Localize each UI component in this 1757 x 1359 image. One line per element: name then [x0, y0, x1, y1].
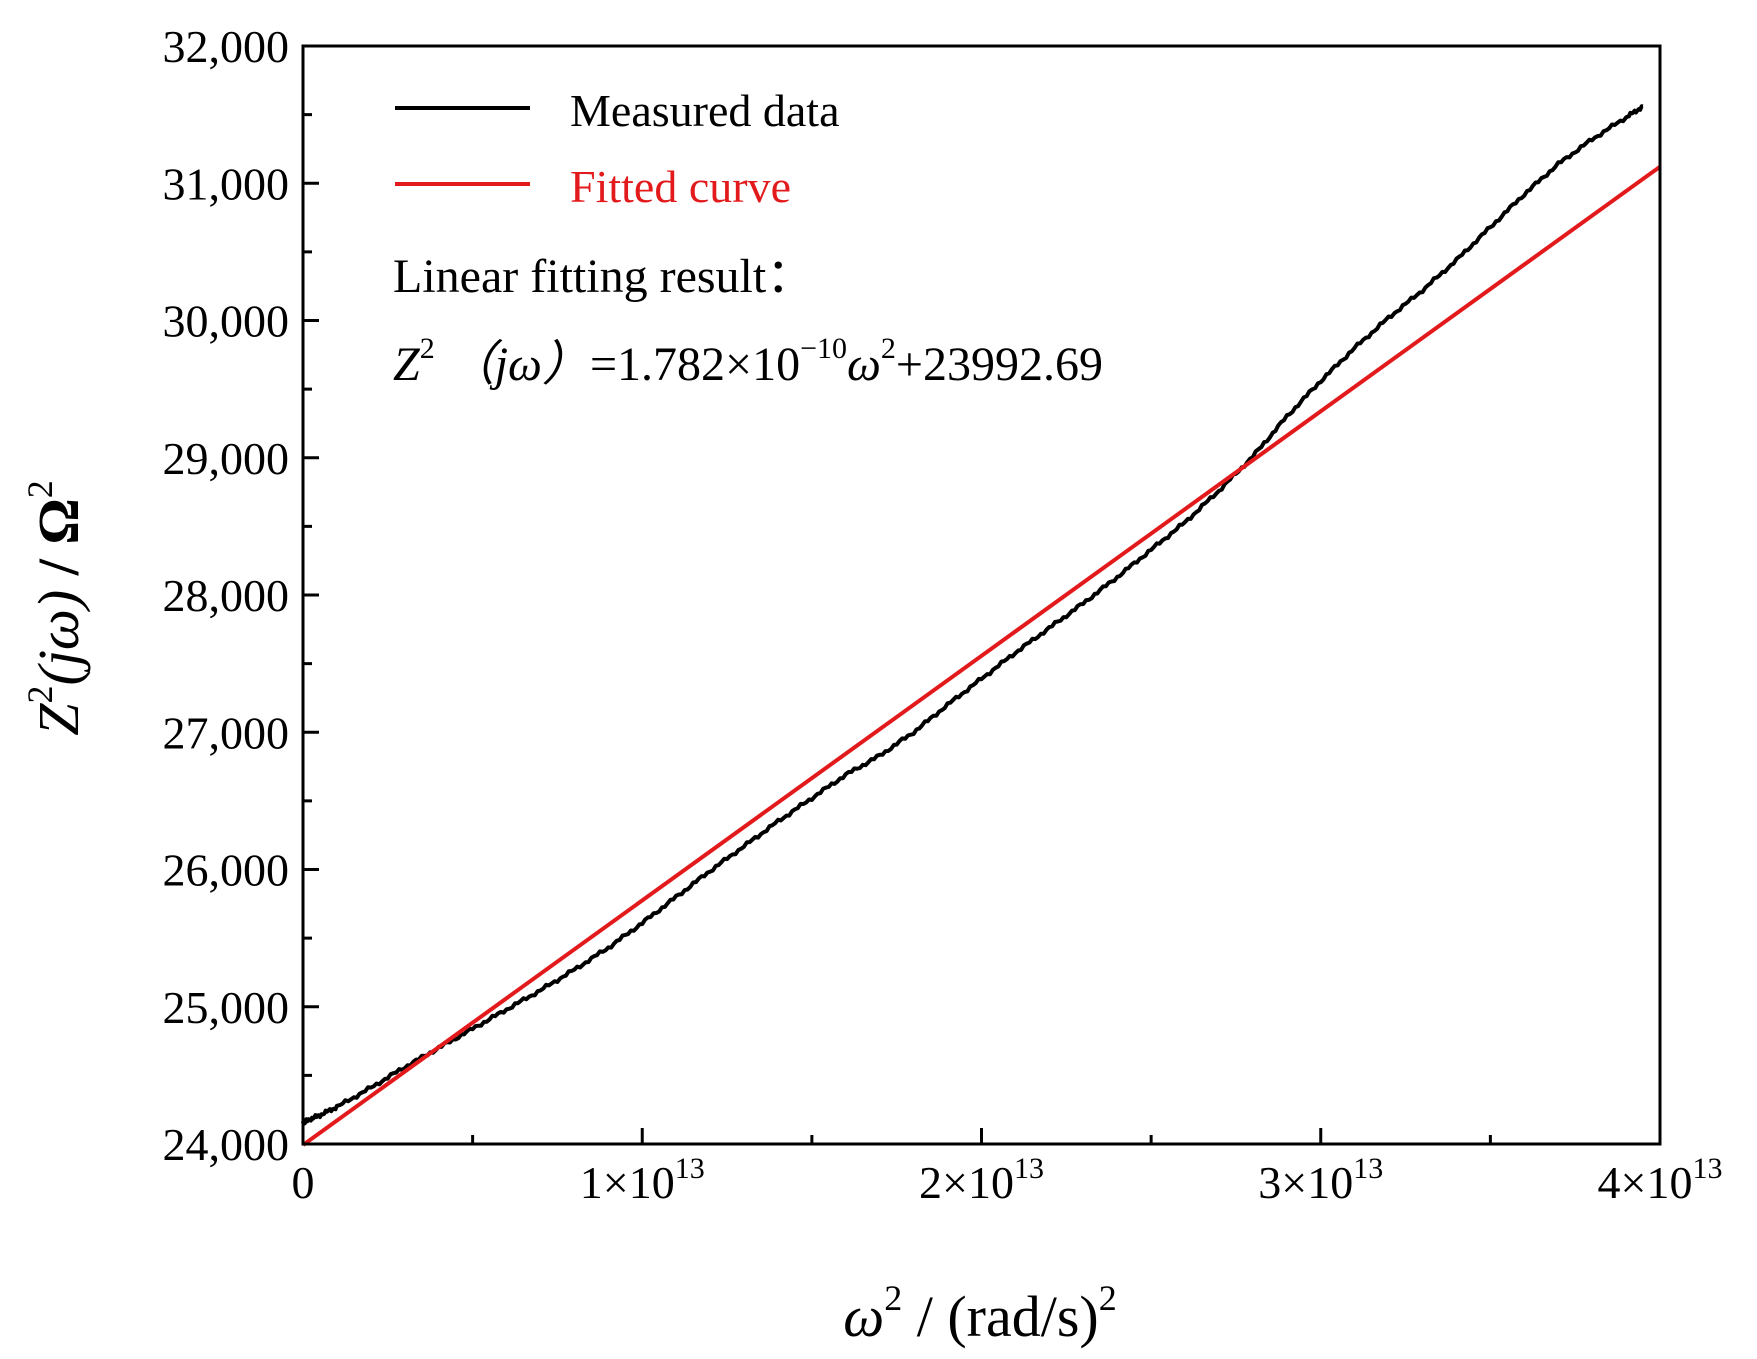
x-tick-exponent: 13 — [1353, 1152, 1383, 1185]
x-axis-label: ω2 / (rad/s)2 — [843, 1278, 1116, 1349]
legend-label-measured: Measured data — [570, 85, 840, 136]
y-axis-label-func: (jω) — [26, 590, 91, 686]
eq-z: Z — [393, 338, 421, 391]
x-axis-label-rest: / (rad/s) — [902, 1284, 1099, 1349]
legend: Measured data Fitted curve — [395, 85, 840, 212]
x-axis-label-base: ω — [843, 1284, 884, 1349]
x-axis-label-rest-sup: 2 — [1099, 1278, 1117, 1318]
y-tick-label: 28,000 — [163, 570, 290, 621]
y-tick-label: 29,000 — [163, 433, 290, 484]
eq-coef-exp: −10 — [800, 332, 847, 365]
x-tick-label: 2×1013 — [919, 1152, 1044, 1208]
y-tick-label: 32,000 — [163, 21, 290, 72]
y-axis-label-rest: / Ω — [26, 498, 91, 590]
eq-omega: ω — [508, 338, 542, 391]
plot-layer: 24,000 25,000 26,000 27,000 28,000 29,000 30,0… — [163, 21, 1723, 1208]
x-tick-label: 4×1013 — [1598, 1152, 1723, 1208]
plot-frame — [301, 44, 1662, 1146]
y-axis-label-rest-sup: 2 — [20, 480, 60, 498]
x-tick-label: 3×1013 — [1258, 1152, 1383, 1208]
series-line-fitted-curve — [301, 165, 1662, 1147]
x-axis-label-sup: 2 — [884, 1278, 902, 1318]
x-tick-label: 1×1013 — [580, 1152, 705, 1208]
y-axis-label-base: Z — [26, 703, 91, 736]
y-tick-label: 30,000 — [163, 296, 290, 347]
eq-close-paren: ） — [542, 338, 590, 391]
x-tick-mantissa: 3×10 — [1258, 1157, 1353, 1208]
y-tick-label: 26,000 — [163, 845, 290, 896]
eq-omega2-sup: 2 — [881, 332, 896, 365]
eq-coef: =1.782×10 — [590, 338, 800, 391]
y-axis-label: Z2(jω) / Ω2 — [20, 480, 91, 736]
y-axis-label-sup: 2 — [20, 686, 60, 704]
x-tick-exponent: 13 — [1014, 1152, 1044, 1185]
x-tick-mantissa: 1×10 — [580, 1157, 675, 1208]
y-tick-label: 24,000 — [163, 1119, 290, 1170]
eq-paren-j: （j — [435, 338, 508, 391]
x-tick-mantissa: 4×10 — [1598, 1157, 1693, 1208]
legend-label-fitted: Fitted curve — [570, 161, 791, 212]
fit-heading: Linear fitting result： — [393, 250, 814, 303]
eq-intercept: +23992.69 — [896, 338, 1103, 391]
series-line-measured-data — [301, 104, 1644, 1126]
fit-equation: Z2 （jω）=1.782×10−10ω2+23992.69 — [393, 332, 1103, 391]
eq-z-sup: 2 — [420, 332, 435, 365]
y-tick-label: 31,000 — [163, 158, 290, 209]
eq-omega2: ω — [847, 338, 881, 391]
x-tick-exponent: 13 — [1692, 1152, 1722, 1185]
y-tick-label: 27,000 — [163, 707, 290, 758]
y-tick-label: 25,000 — [163, 982, 290, 1033]
x-tick-label: 0 — [292, 1157, 315, 1208]
x-tick-exponent: 13 — [675, 1152, 705, 1185]
x-tick-mantissa: 2×10 — [919, 1157, 1014, 1208]
